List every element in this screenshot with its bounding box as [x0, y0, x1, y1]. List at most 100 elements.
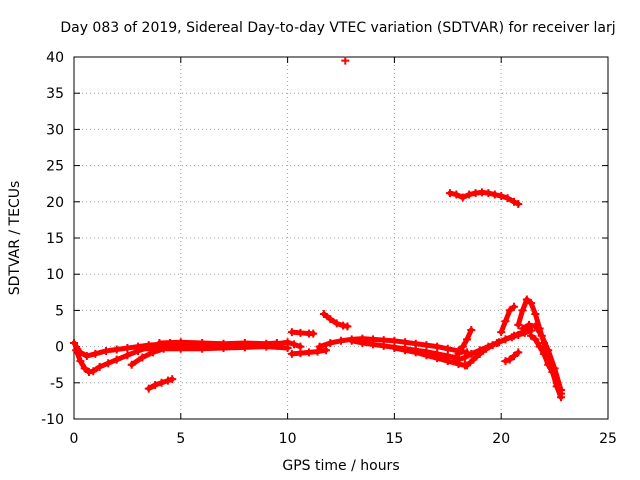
data-point — [505, 355, 514, 364]
data-point — [296, 349, 305, 358]
data-point — [322, 346, 331, 355]
data-point — [219, 342, 228, 351]
data-point — [463, 361, 472, 370]
data-point — [112, 345, 121, 354]
data-point — [134, 344, 143, 353]
data-point — [296, 328, 305, 337]
data-point — [460, 353, 469, 362]
data-point — [82, 352, 91, 361]
y-tick-label: -10 — [41, 412, 64, 428]
data-point — [514, 199, 523, 208]
y-tick-label: 35 — [46, 86, 64, 102]
data-point — [501, 335, 510, 344]
series-arc-19 — [463, 326, 536, 370]
y-tick-label: 15 — [46, 231, 64, 247]
data-point — [507, 333, 516, 342]
y-tick-label: 30 — [46, 122, 64, 138]
data-point — [401, 346, 410, 355]
data-point — [112, 355, 121, 364]
series-arc-12 — [341, 56, 350, 65]
data-point — [527, 331, 536, 340]
data-point — [379, 341, 388, 350]
data-point — [127, 360, 136, 369]
data-point — [70, 338, 78, 347]
data-point — [433, 354, 442, 363]
y-tick-label: 0 — [55, 340, 64, 356]
data-point — [520, 328, 529, 337]
data-point — [463, 335, 472, 344]
data-point — [198, 341, 207, 350]
data-point — [482, 344, 491, 353]
data-point — [443, 344, 452, 353]
data-point — [458, 193, 467, 202]
data-point — [411, 348, 420, 357]
data-point — [514, 331, 523, 340]
data-point — [484, 189, 493, 198]
data-point — [72, 346, 81, 355]
grid — [74, 57, 608, 419]
data-point — [168, 375, 177, 384]
data-point — [369, 340, 378, 349]
x-tick-label: 20 — [492, 431, 510, 447]
data-point — [347, 336, 356, 345]
data-point — [144, 384, 153, 393]
data-point — [465, 190, 474, 199]
series-arc-7 — [176, 341, 271, 351]
data-point — [458, 342, 467, 351]
y-tick-label: 40 — [46, 50, 64, 66]
data-point — [123, 344, 132, 353]
data-point — [495, 338, 504, 347]
data-point — [315, 342, 324, 351]
x-tick-label: 25 — [599, 431, 617, 447]
data-point — [501, 317, 510, 326]
chart-title: Day 083 of 2019, Sidereal Day-to-day VTE… — [60, 20, 615, 36]
data-point — [163, 376, 172, 385]
data-point — [544, 360, 553, 369]
data-point — [343, 322, 352, 331]
y-tick-label: -5 — [50, 376, 64, 392]
data-point — [240, 341, 249, 350]
data-point — [272, 339, 281, 348]
data-point — [497, 192, 506, 201]
data-point — [552, 378, 561, 387]
data-point — [505, 306, 514, 315]
series-arc-18 — [454, 325, 476, 358]
data-point — [287, 349, 296, 358]
data-point — [535, 342, 544, 351]
data-point — [527, 299, 536, 308]
data-point — [390, 344, 399, 353]
data-point — [503, 194, 512, 203]
data-point — [452, 190, 461, 199]
data-point — [80, 364, 89, 373]
data-point — [262, 341, 271, 350]
series-arc-24 — [527, 331, 566, 398]
x-axis-label: GPS time / hours — [282, 458, 399, 474]
data-point — [151, 380, 160, 389]
series-arc-4 — [144, 375, 177, 393]
tick-labels: 0 5 10 15 20 25 -10 -5 0 5 10 15 20 25 30 35 40 — [41, 50, 617, 447]
x-tick-label: 0 — [70, 431, 79, 447]
data-point — [309, 329, 318, 338]
data-point — [518, 306, 527, 315]
data-point — [531, 335, 540, 344]
data-point — [287, 328, 296, 337]
series-trace — [545, 347, 558, 371]
data-point — [157, 378, 166, 387]
data-point — [531, 310, 540, 319]
series-arc-21 — [501, 348, 523, 366]
x-tick-label: 10 — [279, 431, 297, 447]
data-point — [91, 349, 100, 358]
data-point — [522, 295, 531, 304]
series-arc-10 — [287, 346, 331, 358]
data-point — [95, 362, 104, 371]
series-arc-11 — [319, 310, 352, 331]
data-point — [544, 346, 553, 355]
data-point — [341, 56, 350, 65]
data-point — [89, 367, 98, 376]
y-axis-label: SDTVAR / TECUs — [7, 181, 23, 296]
data-point — [557, 389, 566, 398]
y-tick-label: 5 — [55, 303, 64, 319]
data-point — [475, 349, 484, 358]
data-point — [445, 189, 454, 198]
